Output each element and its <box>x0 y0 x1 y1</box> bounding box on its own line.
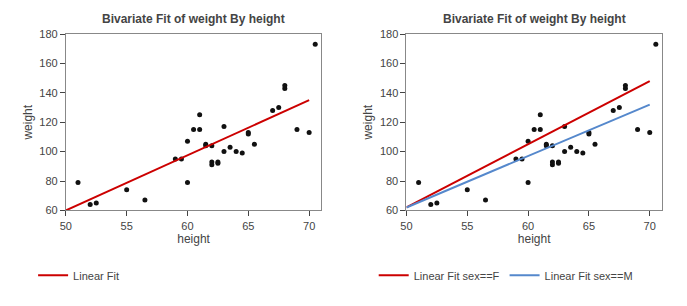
svg-text:100: 100 <box>39 145 57 157</box>
svg-text:Linear Fit sex==F: Linear Fit sex==F <box>414 270 500 282</box>
svg-text:60: 60 <box>45 204 57 216</box>
svg-text:Bivariate Fit of weight By hei: Bivariate Fit of weight By height <box>443 12 626 26</box>
svg-text:70: 70 <box>644 220 656 232</box>
svg-text:weight: weight <box>361 104 375 140</box>
svg-text:160: 160 <box>39 57 57 69</box>
svg-text:55: 55 <box>461 220 473 232</box>
svg-text:100: 100 <box>380 145 398 157</box>
svg-text:weight: weight <box>21 104 35 140</box>
svg-text:120: 120 <box>380 116 398 128</box>
svg-text:80: 80 <box>45 175 57 187</box>
svg-text:height: height <box>518 232 551 246</box>
svg-text:160: 160 <box>380 57 398 69</box>
svg-text:140: 140 <box>39 87 57 99</box>
svg-text:50: 50 <box>60 220 72 232</box>
svg-text:60: 60 <box>386 204 398 216</box>
svg-text:Linear Fit sex==M: Linear Fit sex==M <box>545 270 633 282</box>
svg-text:Linear Fit: Linear Fit <box>73 270 119 282</box>
svg-text:55: 55 <box>121 220 133 232</box>
svg-text:120: 120 <box>39 116 57 128</box>
svg-text:height: height <box>177 232 210 246</box>
svg-text:60: 60 <box>181 220 193 232</box>
svg-text:Bivariate Fit of weight By hei: Bivariate Fit of weight By height <box>102 12 285 26</box>
svg-text:140: 140 <box>380 87 398 99</box>
svg-text:65: 65 <box>583 220 595 232</box>
svg-text:65: 65 <box>242 220 254 232</box>
svg-text:70: 70 <box>303 220 315 232</box>
svg-text:180: 180 <box>380 28 398 40</box>
svg-text:80: 80 <box>386 175 398 187</box>
svg-text:180: 180 <box>39 28 57 40</box>
svg-text:50: 50 <box>400 220 412 232</box>
svg-text:60: 60 <box>522 220 534 232</box>
